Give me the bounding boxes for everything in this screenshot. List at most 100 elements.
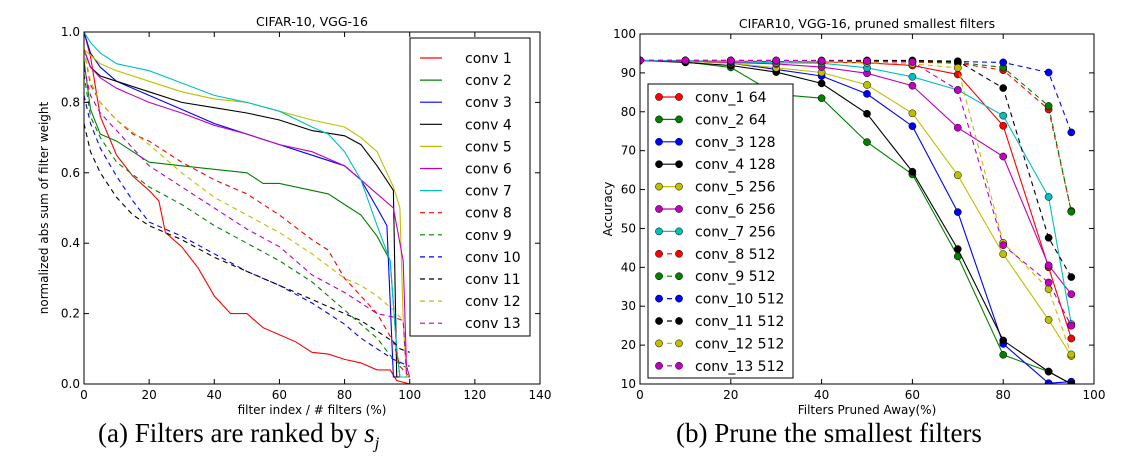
- legend-label: conv 9: [465, 228, 512, 244]
- data-point: [1067, 334, 1076, 343]
- series-line-conv-3: [84, 32, 410, 378]
- legend-entry: conv_1 64: [655, 90, 767, 106]
- legend-entry: conv_8 512: [655, 247, 776, 263]
- series-line-conv-12: [84, 49, 411, 378]
- data-point: [817, 79, 826, 88]
- x-tick-label: 60: [272, 388, 287, 402]
- legend-marker: [675, 339, 683, 348]
- legend-entry: conv 4: [420, 117, 512, 133]
- series-line-conv-11: [84, 123, 410, 353]
- legend-marker: [675, 93, 683, 101]
- data-point: [863, 109, 871, 118]
- data-point: [953, 63, 962, 72]
- legend-box: [409, 37, 531, 337]
- x-tick-label: 80: [996, 388, 1011, 402]
- data-point: [999, 152, 1008, 161]
- series-line-conv-7: [84, 32, 410, 378]
- plot-frame: [83, 31, 541, 385]
- legend-marker: [655, 339, 663, 348]
- legend-label: conv 4: [465, 117, 512, 133]
- data-point: [999, 350, 1008, 359]
- legend-entry: conv_5 256: [655, 180, 776, 196]
- data-point: [953, 123, 962, 132]
- legend-entry: conv_10 512: [655, 292, 784, 308]
- data-point: [999, 121, 1008, 130]
- legend-marker: [675, 272, 683, 281]
- data-point: [908, 81, 917, 90]
- legend-label: conv_13 512: [695, 359, 784, 375]
- legend-label: conv 7: [465, 184, 512, 200]
- legend-entry: conv 13: [420, 316, 521, 332]
- data-point: [953, 171, 962, 180]
- legend-entry: conv_3 128: [655, 135, 776, 151]
- x-tick-label: 40: [207, 388, 222, 402]
- legend-label: conv 5: [465, 139, 512, 155]
- legend: conv 1 conv 2 conv 3 conv 4 conv 5 conv 6 conv…: [409, 37, 531, 337]
- legend-marker: [655, 205, 663, 213]
- series-line-conv-13: [84, 67, 411, 378]
- legend-label: conv_3 128: [695, 135, 776, 151]
- data-point: [681, 56, 690, 65]
- data-point: [1044, 233, 1053, 242]
- plot-frame: [639, 33, 1095, 385]
- legend-label: conv 2: [465, 73, 512, 89]
- legend-marker: [655, 115, 663, 124]
- series-line-conv-8: [84, 49, 411, 378]
- legend-entry: conv 1: [420, 51, 512, 67]
- legend-label: conv 3: [465, 95, 512, 111]
- legend-marker: [675, 182, 683, 191]
- caption-a: (a) Filters are ranked by sj: [98, 418, 379, 453]
- legend-label: conv 13: [465, 316, 521, 332]
- data-point: [817, 56, 826, 65]
- y-tick-label: 20: [621, 338, 636, 352]
- y-tick-label: 0.6: [61, 166, 80, 180]
- y-axis-label: normalized abs sum of filter weight: [37, 101, 51, 314]
- data-point: [863, 90, 871, 98]
- y-axis-label: Accuracy: [601, 182, 615, 237]
- x-tick-label: 0: [636, 388, 644, 402]
- legend-entry: conv_2 64: [655, 112, 767, 128]
- data-point: [908, 58, 917, 66]
- legend-label: conv 10: [465, 250, 521, 266]
- legend-marker: [655, 272, 663, 281]
- data-point: [908, 167, 917, 176]
- legend-marker: [655, 249, 663, 258]
- legend-marker: [675, 227, 683, 236]
- series-line-conv-1: [84, 32, 410, 384]
- y-tick-label: 30: [621, 299, 636, 313]
- legend-entry: conv 8: [420, 206, 512, 222]
- data-point: [1044, 261, 1053, 270]
- data-point: [1067, 350, 1076, 359]
- legend-entry: conv_11 512: [655, 314, 784, 330]
- y-tick-label: 90: [621, 66, 636, 80]
- data-point: [1067, 290, 1076, 299]
- y-tick-label: 100: [613, 27, 636, 41]
- series-line-conv-2: [84, 60, 410, 378]
- data-point: [953, 245, 962, 253]
- legend-marker: [675, 294, 683, 303]
- data-point: [953, 57, 962, 66]
- legend-entry: conv 10: [420, 250, 521, 266]
- y-tick-label: 0.4: [61, 236, 80, 250]
- legend-entry: conv 6: [420, 162, 512, 178]
- legend-label: conv 11: [465, 272, 521, 288]
- data-point: [1044, 367, 1053, 376]
- data-point: [999, 58, 1008, 67]
- legend-label: conv 6: [465, 162, 512, 178]
- data-point: [1044, 193, 1053, 201]
- data-point: [772, 56, 781, 65]
- x-tick-label: 60: [905, 388, 920, 402]
- legend-marker: [655, 227, 663, 236]
- data-point: [1044, 379, 1053, 384]
- series-group: [84, 32, 411, 384]
- series-line-conv-4: [84, 49, 410, 378]
- data-point: [817, 94, 826, 103]
- y-tick-label: 50: [621, 221, 636, 235]
- caption-a-math-sub: j: [374, 433, 380, 453]
- data-point: [908, 72, 917, 81]
- data-point: [999, 111, 1008, 120]
- legend-entry: conv 5: [420, 139, 512, 155]
- data-point: [863, 57, 871, 66]
- y-tick-label: 1.0: [61, 25, 80, 39]
